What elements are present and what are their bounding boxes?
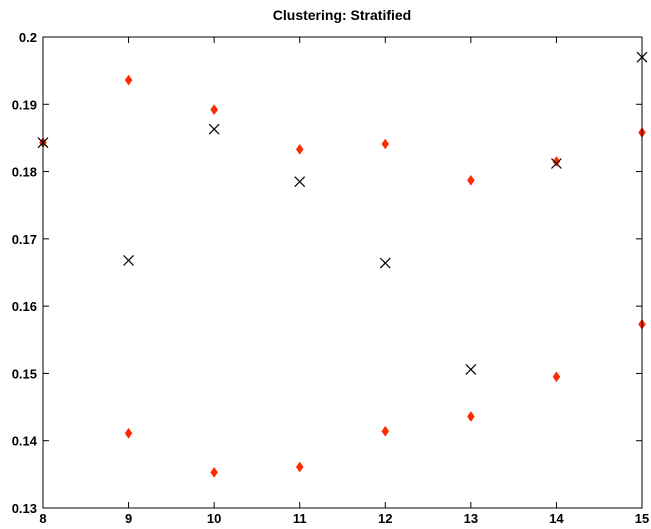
y-tick-label: 0.15 bbox=[12, 366, 37, 381]
x-tick-label: 13 bbox=[464, 511, 478, 526]
x-tick-label: 11 bbox=[293, 511, 307, 526]
diamond-point bbox=[124, 427, 133, 439]
diamond-point bbox=[381, 425, 390, 437]
diamond-point bbox=[210, 466, 218, 478]
x-tick-label: 15 bbox=[635, 511, 649, 526]
y-tick-label: 0.2 bbox=[19, 30, 37, 45]
y-tick-label: 0.19 bbox=[12, 97, 37, 112]
y-tick-label: 0.16 bbox=[12, 299, 37, 314]
y-tick-label: 0.14 bbox=[12, 434, 38, 449]
x-tick-label: 9 bbox=[125, 511, 132, 526]
diamond-point bbox=[467, 174, 475, 186]
diamond-point bbox=[552, 156, 561, 167]
plot-frame bbox=[42, 36, 643, 509]
diamond-point bbox=[124, 74, 133, 86]
diamond-point bbox=[295, 461, 304, 473]
x-tick-label: 8 bbox=[39, 511, 46, 526]
x-point bbox=[294, 176, 306, 188]
y-tick-label: 0.18 bbox=[12, 165, 37, 180]
diamond-point bbox=[295, 143, 304, 155]
x-point bbox=[465, 363, 477, 375]
diamond-point bbox=[467, 411, 475, 422]
y-tick-label: 0.13 bbox=[12, 501, 37, 516]
axes: 8 9 10 11 12 13 14 15 0.13 0.14 0.15 0.16 0.17 0.18 0.… bbox=[12, 30, 650, 526]
data-points bbox=[37, 51, 648, 478]
x-point bbox=[208, 123, 220, 135]
x-point bbox=[123, 254, 134, 266]
x-point bbox=[379, 257, 391, 269]
diamond-point bbox=[210, 104, 218, 116]
x-tick-label: 12 bbox=[378, 511, 392, 526]
x-point bbox=[551, 158, 562, 169]
diamond-point bbox=[552, 371, 561, 383]
x-tick-label: 10 bbox=[207, 511, 221, 526]
y-tick-label: 0.17 bbox=[12, 232, 37, 247]
chart-title: Clustering: Stratified bbox=[273, 7, 411, 23]
diamond-point bbox=[381, 138, 390, 150]
x-tick-label: 14 bbox=[549, 511, 564, 526]
